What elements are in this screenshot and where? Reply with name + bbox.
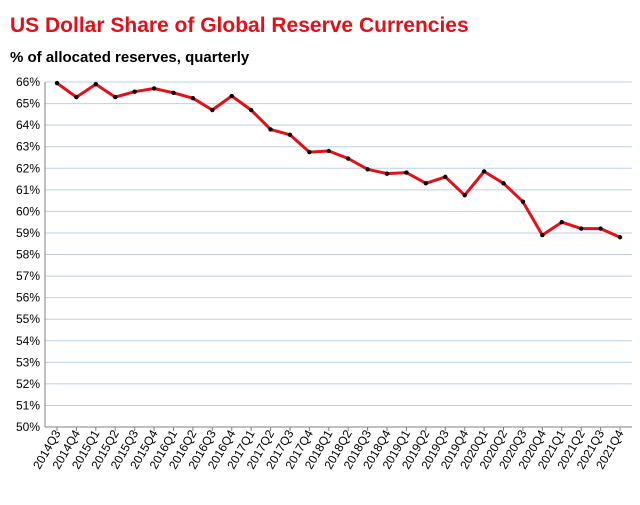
y-tick-label: 66% [16, 75, 40, 89]
y-tick-label: 60% [16, 204, 40, 218]
data-point [132, 89, 137, 94]
data-point [540, 232, 545, 238]
data-point [617, 235, 623, 240]
chart-subtitle: % of allocated reserves, quarterly [10, 49, 250, 66]
data-point [578, 226, 584, 231]
data-point [559, 219, 564, 225]
gridlines [45, 81, 632, 406]
y-tick-label: 65% [16, 97, 40, 111]
data-point [307, 149, 312, 155]
data-point [113, 94, 118, 100]
data-point [287, 132, 293, 138]
y-tick-label: 61% [16, 183, 40, 197]
data-point [229, 93, 234, 99]
axes [44, 82, 632, 431]
data-point [74, 94, 79, 100]
data-point [481, 169, 487, 174]
data-point [151, 86, 157, 91]
y-tick-label: 52% [16, 377, 40, 391]
data-point [346, 156, 351, 161]
series-layer [55, 81, 622, 239]
data-point [501, 181, 506, 186]
data-point [171, 90, 176, 95]
y-tick-label: 57% [16, 269, 40, 283]
data-point [54, 80, 60, 86]
y-tick-label: 58% [16, 248, 40, 262]
data-point [520, 199, 526, 204]
data-point [268, 127, 273, 132]
data-point [423, 181, 429, 186]
y-tick-label: 63% [16, 140, 40, 154]
y-tick-labels: 50% 51% 52% 53% 54% 55% 56% 57% 58% 59% 60% 61% 62% 6… [16, 75, 40, 434]
data-point [210, 107, 215, 113]
data-point [93, 81, 99, 87]
data-point [462, 193, 467, 198]
y-tick-label: 50% [16, 420, 40, 434]
series-line [55, 81, 622, 239]
y-tick-label: 53% [16, 355, 40, 369]
y-tick-label: 56% [16, 291, 40, 305]
data-point [443, 174, 448, 180]
data-point [404, 170, 409, 175]
y-tick-label: 64% [16, 118, 40, 132]
data-point [598, 226, 603, 231]
y-tick-label: 62% [16, 161, 40, 175]
y-tick-label: 54% [16, 334, 40, 348]
x-tick-labels: 2014Q32014Q42015Q12015Q22015Q32015Q42016… [30, 427, 627, 471]
data-point [190, 95, 196, 101]
y-tick-label: 59% [16, 226, 40, 240]
y-tick-label: 51% [16, 398, 40, 412]
data-point [248, 107, 254, 113]
data-point [384, 171, 390, 176]
data-point [365, 167, 370, 172]
chart-title: US Dollar Share of Global Reserve Curren… [10, 14, 469, 37]
data-markers [54, 80, 623, 240]
y-tick-label: 55% [16, 312, 40, 326]
data-point [326, 148, 331, 154]
